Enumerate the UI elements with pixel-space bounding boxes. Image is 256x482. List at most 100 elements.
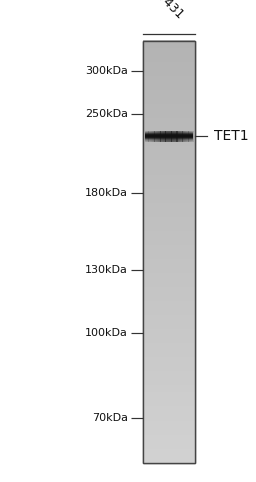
Bar: [143, 230, 195, 238]
Bar: [162, 131, 163, 142]
Text: 130kDa: 130kDa: [85, 265, 128, 275]
Bar: [143, 167, 195, 174]
Bar: [191, 131, 192, 142]
Bar: [143, 188, 195, 196]
Bar: [143, 343, 195, 350]
Bar: [157, 131, 158, 142]
Bar: [143, 392, 195, 400]
Bar: [143, 223, 195, 231]
Text: 70kDa: 70kDa: [92, 413, 128, 423]
Bar: [145, 131, 193, 132]
Bar: [143, 40, 195, 48]
Text: TET1: TET1: [214, 129, 248, 143]
Bar: [147, 131, 148, 142]
Bar: [143, 258, 195, 266]
Bar: [180, 131, 181, 142]
Bar: [145, 135, 193, 136]
Bar: [143, 90, 195, 97]
Bar: [143, 385, 195, 392]
Bar: [143, 252, 195, 259]
Bar: [143, 448, 195, 455]
Text: 180kDa: 180kDa: [85, 187, 128, 198]
Bar: [143, 357, 195, 364]
Bar: [143, 76, 195, 83]
Bar: [143, 125, 195, 133]
Text: 250kDa: 250kDa: [85, 109, 128, 120]
Bar: [143, 280, 195, 287]
Bar: [143, 441, 195, 449]
Bar: [177, 131, 179, 142]
Bar: [153, 131, 155, 142]
Bar: [143, 216, 195, 224]
Bar: [161, 131, 162, 142]
Bar: [143, 139, 195, 147]
Bar: [143, 174, 195, 182]
Bar: [188, 131, 190, 142]
Bar: [145, 136, 193, 137]
Bar: [143, 153, 195, 161]
Bar: [143, 54, 195, 62]
Bar: [145, 135, 193, 136]
Bar: [145, 133, 193, 134]
Bar: [143, 399, 195, 406]
Bar: [168, 131, 169, 142]
Bar: [145, 134, 193, 135]
Bar: [143, 308, 195, 315]
Bar: [143, 97, 195, 104]
Bar: [143, 329, 195, 336]
Bar: [179, 131, 180, 142]
Bar: [159, 131, 161, 142]
Bar: [181, 131, 183, 142]
Bar: [143, 111, 195, 118]
Bar: [143, 68, 195, 76]
Bar: [145, 139, 193, 140]
Bar: [148, 131, 150, 142]
Bar: [164, 131, 166, 142]
Bar: [173, 131, 174, 142]
Bar: [143, 272, 195, 280]
Text: 300kDa: 300kDa: [85, 66, 128, 76]
Bar: [143, 321, 195, 329]
Bar: [143, 118, 195, 125]
Bar: [143, 266, 195, 273]
Bar: [143, 350, 195, 357]
Bar: [143, 427, 195, 435]
Bar: [143, 420, 195, 428]
Text: A-431: A-431: [152, 0, 186, 22]
Bar: [152, 131, 153, 142]
Bar: [143, 378, 195, 386]
Bar: [143, 41, 195, 463]
Bar: [145, 136, 193, 137]
Bar: [143, 195, 195, 202]
Bar: [156, 131, 157, 142]
Bar: [143, 202, 195, 210]
Bar: [143, 455, 195, 463]
Bar: [150, 131, 151, 142]
Bar: [172, 131, 173, 142]
Bar: [158, 131, 159, 142]
Bar: [176, 131, 178, 142]
Bar: [143, 132, 195, 139]
Bar: [143, 371, 195, 378]
Bar: [184, 131, 185, 142]
Bar: [143, 62, 195, 69]
Bar: [143, 335, 195, 343]
Bar: [143, 413, 195, 420]
Bar: [185, 131, 186, 142]
Bar: [143, 146, 195, 153]
Bar: [190, 131, 191, 142]
Bar: [145, 140, 193, 141]
Bar: [143, 406, 195, 414]
Bar: [174, 131, 175, 142]
Bar: [143, 244, 195, 252]
Bar: [145, 138, 193, 139]
Bar: [143, 237, 195, 245]
Bar: [143, 286, 195, 294]
Bar: [145, 138, 193, 139]
Bar: [145, 132, 193, 133]
Bar: [143, 181, 195, 188]
Bar: [143, 209, 195, 217]
Bar: [143, 104, 195, 111]
Bar: [143, 160, 195, 168]
Bar: [145, 137, 193, 138]
